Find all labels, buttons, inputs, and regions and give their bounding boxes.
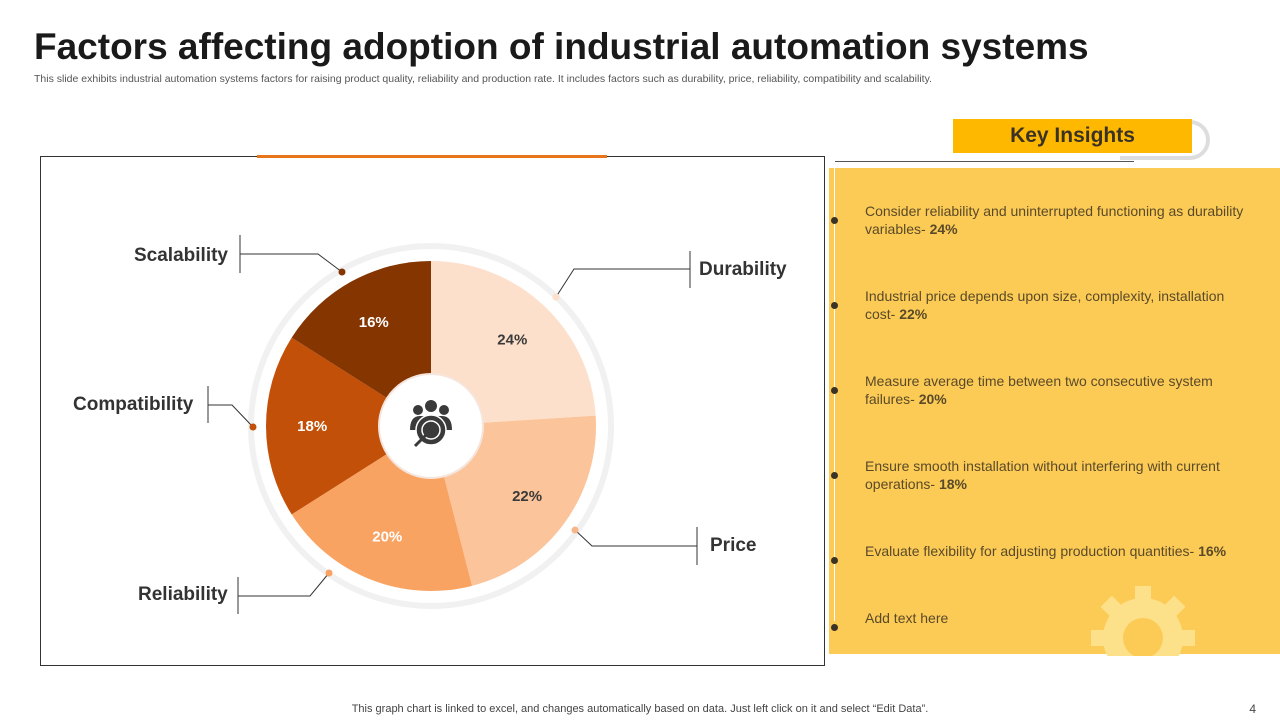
divider	[834, 161, 1134, 162]
data-label: 24%	[497, 331, 527, 348]
bullet-dot	[831, 624, 838, 631]
pie-slice-durability[interactable]	[431, 261, 596, 426]
insight-text: Add text here	[865, 610, 949, 626]
legend-label-reliability: Reliability	[138, 584, 228, 605]
data-label: 18%	[297, 418, 327, 435]
data-label: 16%	[359, 314, 389, 331]
bullet-dot	[831, 557, 838, 564]
page-title: Factors affecting adoption of industrial…	[34, 26, 1089, 67]
insights-panel	[829, 168, 1280, 656]
bullet-dot	[831, 302, 838, 309]
legend-label-scalability: Scalability	[134, 245, 228, 266]
insight-text: Consider reliability and uninterrupted f…	[865, 203, 1244, 237]
insight-text: Ensure smooth installation without inter…	[865, 458, 1220, 492]
data-label: 22%	[512, 488, 542, 505]
insight-value: 20%	[918, 391, 947, 407]
bullet-dot	[831, 387, 838, 394]
gear-icon	[1091, 586, 1195, 656]
footer-note: This graph chart is linked to excel, and…	[351, 703, 929, 715]
insight-text: Industrial price depends upon size, comp…	[865, 288, 1225, 322]
legend-label-durability: Durability	[699, 259, 787, 280]
data-label: 20%	[372, 528, 402, 545]
insights-heading: Key Insights	[953, 119, 1192, 153]
insight-text: Measure average time between two consecu…	[865, 373, 1213, 407]
insight-item: Measure average time between two consecu…	[865, 372, 1255, 408]
bullet-dot	[831, 472, 838, 479]
pie-slice-scalability[interactable]	[291, 261, 431, 426]
insight-value: 24%	[929, 221, 958, 237]
legend-label-price: Price	[710, 535, 757, 556]
accent-bar	[257, 155, 607, 158]
legend-label-compatibility: Compatibility	[73, 394, 194, 415]
insight-item: Consider reliability and uninterrupted f…	[865, 202, 1255, 238]
insight-item: Industrial price depends upon size, comp…	[865, 287, 1255, 323]
pie-chart[interactable]: 24% 22% 20% 18% 16%	[0, 0, 830, 720]
subtitle: This slide exhibits industrial automatio…	[34, 73, 932, 85]
insight-item: Ensure smooth installation without inter…	[865, 457, 1255, 493]
pie-slice-compatibility[interactable]	[266, 337, 431, 515]
insight-value: 18%	[938, 476, 967, 492]
insight-value: 16%	[1198, 543, 1227, 559]
callout-lines	[207, 235, 698, 614]
insight-text: Evaluate flexibility for adjusting produ…	[865, 543, 1199, 559]
bullet-dot	[831, 217, 838, 224]
insight-value: 22%	[899, 306, 928, 322]
insight-item: Evaluate flexibility for adjusting produ…	[865, 542, 1255, 560]
page-number: 4	[1249, 702, 1256, 716]
target-audience-icon	[410, 400, 452, 448]
insight-item: Add text here	[865, 609, 1255, 627]
